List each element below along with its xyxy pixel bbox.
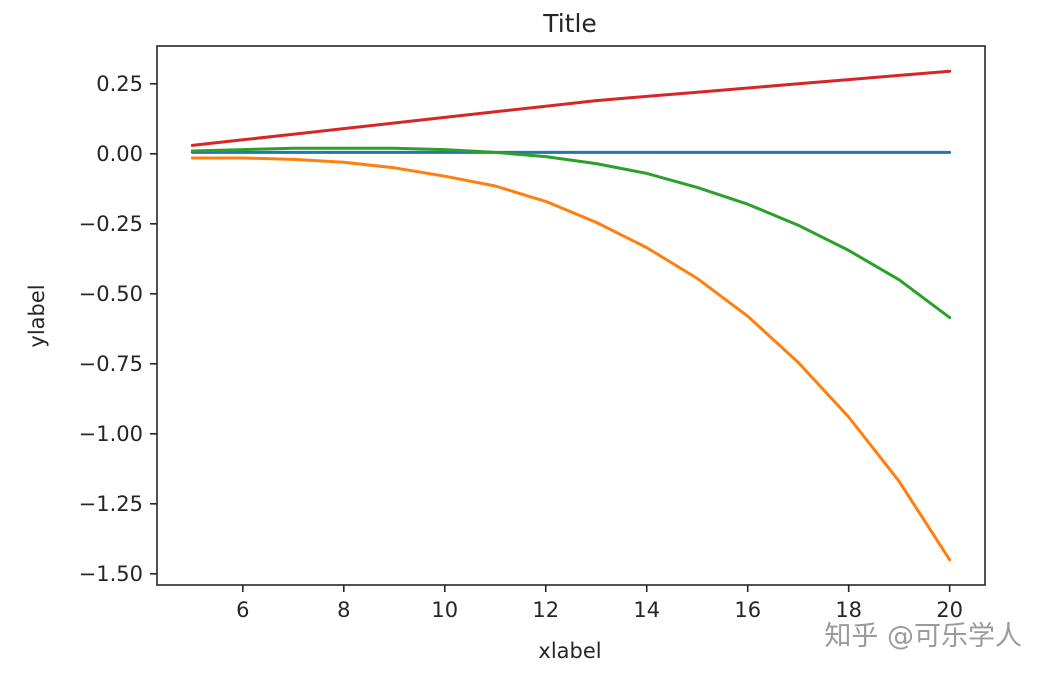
- y-tick-label: −1.25: [79, 492, 143, 516]
- series-line-3: [190, 146, 952, 320]
- y-axis-label: ylabel: [25, 284, 49, 347]
- y-tick-label: 0.25: [96, 72, 143, 96]
- y-tick-label: 0.00: [96, 142, 143, 166]
- y-tick-label: −0.50: [79, 282, 143, 306]
- y-tick-label: −1.00: [79, 422, 143, 446]
- x-tick-label: 6: [236, 598, 249, 622]
- chart-title: Title: [542, 9, 597, 38]
- x-tick-label: 8: [337, 598, 350, 622]
- x-tick-label: 14: [633, 598, 660, 622]
- y-axis-ticks: 0.25 0.00 −0.25 −0.50 −0.75 −1.00 −1.25 −1.50: [79, 72, 157, 586]
- x-tick-label: 20: [936, 598, 963, 622]
- y-tick-label: −0.75: [79, 352, 143, 376]
- plot-frame: [156, 45, 986, 586]
- x-axis-ticks: 6 8 10 12 14 16 18 20: [236, 585, 963, 622]
- y-tick-label: −0.25: [79, 212, 143, 236]
- x-tick-label: 12: [532, 598, 559, 622]
- series-line-4: [190, 69, 952, 147]
- x-axis-label: xlabel: [538, 639, 601, 663]
- series-lines: [190, 69, 952, 562]
- series-line-2: [190, 156, 952, 562]
- x-tick-label: 10: [431, 598, 458, 622]
- watermark-text: 知乎 @可乐学人: [824, 621, 1022, 652]
- x-tick-label: 16: [734, 598, 761, 622]
- x-tick-label: 18: [835, 598, 862, 622]
- y-tick-label: −1.50: [79, 562, 143, 586]
